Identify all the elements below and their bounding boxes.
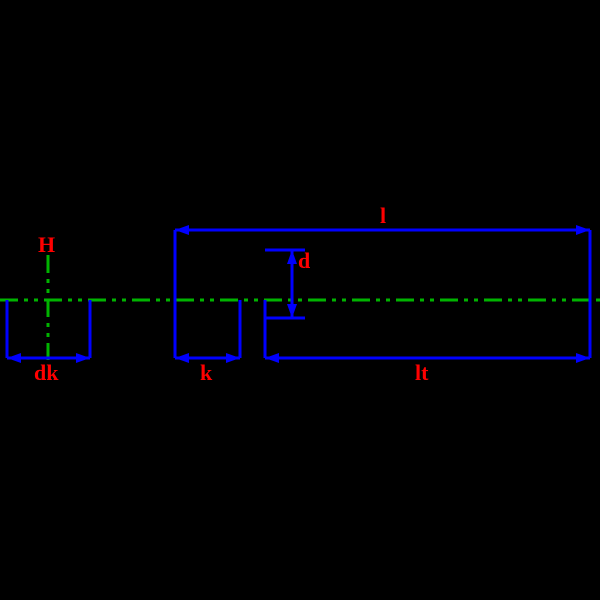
arrowhead [7, 353, 21, 363]
k-label: k [200, 360, 213, 385]
arrowhead [287, 250, 297, 264]
arrowhead [576, 353, 590, 363]
arrowhead [175, 225, 189, 235]
H-label: H [38, 232, 55, 257]
arrowhead [76, 353, 90, 363]
arrowhead [226, 353, 240, 363]
d-label: d [298, 248, 310, 273]
dk-label: dk [34, 360, 59, 385]
arrowhead [576, 225, 590, 235]
l-label: l [380, 203, 386, 228]
fastener-dimension-diagram: dk k lt l d H [0, 0, 600, 600]
arrowhead [265, 353, 279, 363]
arrowhead [175, 353, 189, 363]
arrowhead [287, 304, 297, 318]
lt-label: lt [415, 360, 429, 385]
